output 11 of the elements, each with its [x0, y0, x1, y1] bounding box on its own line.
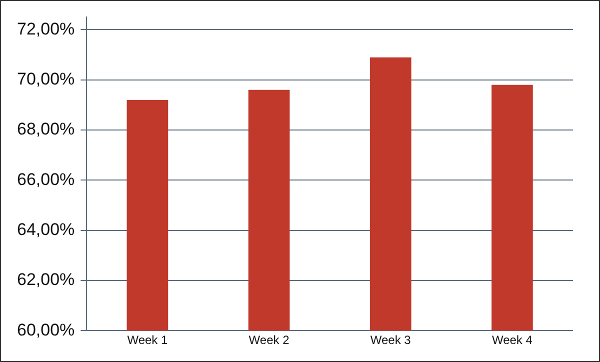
y-tick-label: 60,00%: [16, 320, 75, 340]
y-tick-label: 64,00%: [16, 220, 75, 239]
x-tick-label: Week 2: [248, 333, 290, 348]
y-tick-label: 66,00%: [16, 170, 75, 189]
y-tick-label: 70,00%: [16, 70, 75, 89]
y-tick-label: 68,00%: [16, 120, 75, 139]
x-tick-label: Week 3: [370, 333, 412, 348]
y-tick-label: 62,00%: [16, 270, 75, 290]
y-tick-label: 72,00%: [16, 19, 75, 38]
x-tick-label: Week 1: [127, 333, 168, 348]
x-tick-label: Week 4: [492, 333, 533, 348]
